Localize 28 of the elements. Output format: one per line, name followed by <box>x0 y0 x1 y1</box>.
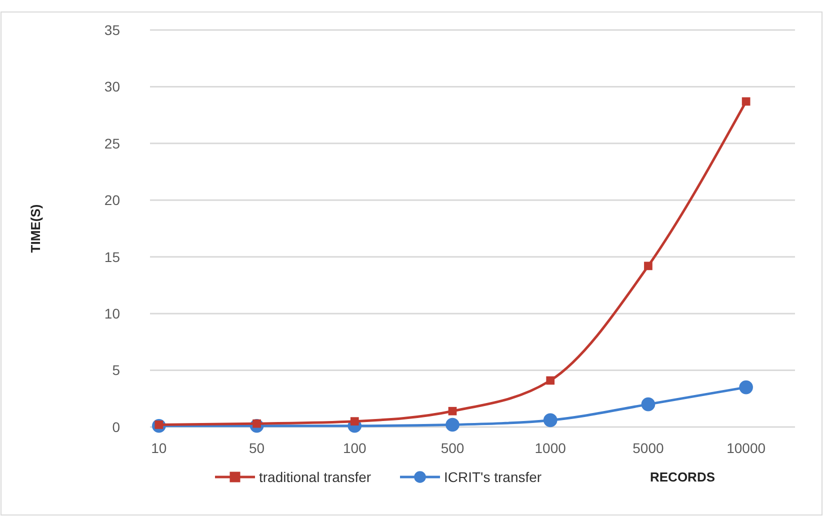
legend-label: ICRIT's transfer <box>444 468 542 485</box>
y-tick-label: 20 <box>104 192 120 208</box>
y-tick-label: 25 <box>104 135 120 152</box>
x-tick-label: 10 <box>151 440 167 456</box>
point <box>641 397 656 412</box>
legend-label: traditional transfer <box>259 468 372 485</box>
x-tick-label: 50 <box>248 440 265 456</box>
point <box>350 417 359 426</box>
y-tick-label: 15 <box>104 248 120 265</box>
x-tick-label: 10000 <box>726 440 766 456</box>
x-axis-title: RECORDS <box>650 470 716 485</box>
y-tick-label: 30 <box>104 78 120 95</box>
x-tick-label: 5000 <box>632 440 664 456</box>
y-tick-label: 0 <box>112 418 120 435</box>
y-tick-label: 5 <box>112 362 120 378</box>
x-tick-label: 1000 <box>534 440 566 456</box>
y-tick-label: 10 <box>104 305 120 322</box>
point <box>446 418 460 432</box>
point <box>742 97 750 106</box>
point <box>448 406 457 416</box>
point <box>543 413 558 428</box>
point <box>546 376 555 385</box>
point <box>644 262 652 270</box>
x-tick-label: 100 <box>342 440 367 456</box>
point <box>739 380 753 394</box>
x-tick-label: 500 <box>440 440 464 456</box>
y-axis-title: TIME(S) <box>28 204 43 253</box>
y-tick-label: 35 <box>104 22 120 38</box>
